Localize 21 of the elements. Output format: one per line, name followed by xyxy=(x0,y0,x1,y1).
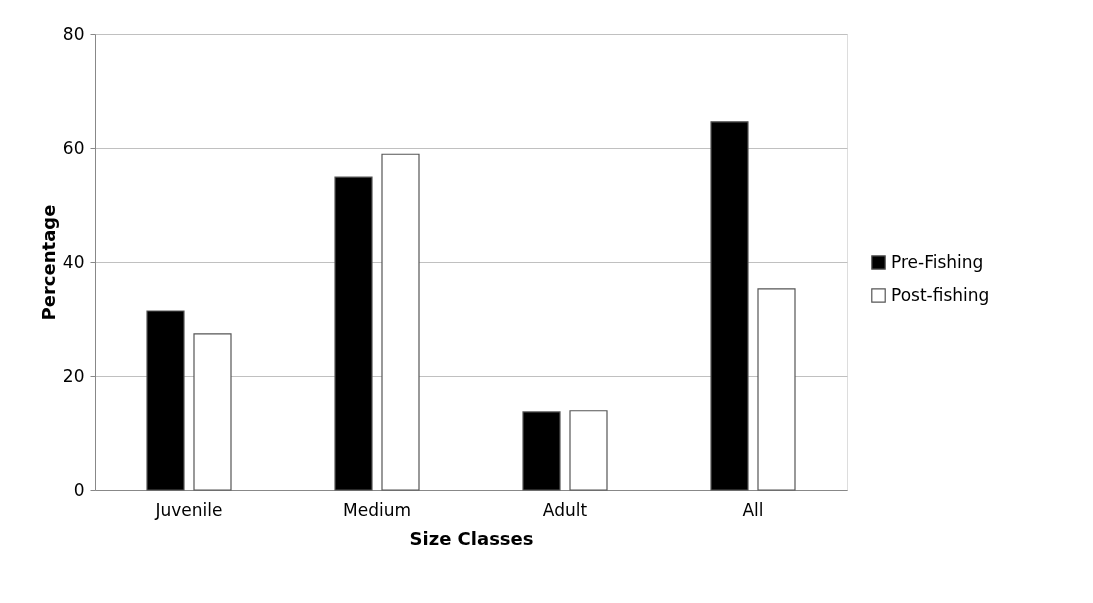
y-tick-label: 60 xyxy=(62,137,85,158)
y-axis-title: Percentage xyxy=(37,204,59,321)
bar xyxy=(334,176,373,491)
bar xyxy=(757,288,796,491)
legend-label: Pre-Fishing xyxy=(891,251,984,272)
x-tick-label: Juvenile xyxy=(154,499,223,520)
y-tick-label: 80 xyxy=(62,23,85,44)
x-axis-title: Size Classes xyxy=(409,527,534,549)
y-tick-label: 40 xyxy=(62,251,85,272)
bar xyxy=(381,153,420,491)
bar xyxy=(522,411,561,491)
bar xyxy=(710,121,749,491)
bar xyxy=(569,410,608,491)
x-tick-label: Medium xyxy=(343,499,411,520)
x-tick-label: All xyxy=(742,499,764,520)
bar xyxy=(193,333,232,491)
y-tick-label: 0 xyxy=(73,479,85,500)
legend-label: Post-fishing xyxy=(891,284,990,305)
bar xyxy=(146,310,185,491)
x-tick-label: Adult xyxy=(542,499,588,520)
y-tick-label: 20 xyxy=(62,365,85,386)
